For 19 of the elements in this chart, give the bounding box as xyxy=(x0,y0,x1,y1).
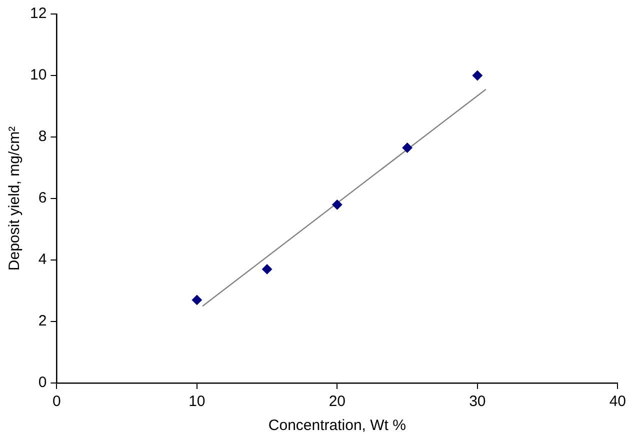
x-tick-label: 40 xyxy=(609,393,626,410)
x-tick-label: 10 xyxy=(188,393,206,410)
x-axis-title: Concentration, Wt % xyxy=(268,417,406,434)
point xyxy=(332,200,342,210)
y-tick-label: 2 xyxy=(38,312,47,330)
y-tick-label: 8 xyxy=(38,128,47,146)
x-tick-label: 30 xyxy=(469,393,486,410)
point xyxy=(402,142,412,153)
y-tick-label: 10 xyxy=(30,66,47,84)
point xyxy=(472,70,482,80)
y-tick-label: 0 xyxy=(38,374,47,392)
point xyxy=(262,264,272,274)
point xyxy=(192,294,202,305)
x-tick-label: 20 xyxy=(328,393,346,410)
y-tick-label: 6 xyxy=(38,190,47,207)
x-tick-label: 0 xyxy=(52,393,61,410)
y-axis-title: Deposit yield, mg/cm² xyxy=(6,126,24,271)
y-tick-label: 12 xyxy=(30,5,47,22)
y-tick-label: 4 xyxy=(38,251,47,268)
